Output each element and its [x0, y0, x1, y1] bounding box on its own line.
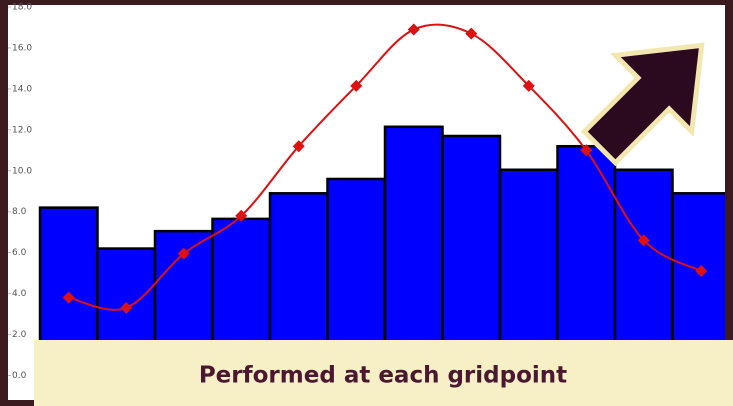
y-tick-label: 6.0	[12, 248, 27, 258]
bar	[556, 144, 617, 377]
line-marker	[407, 23, 420, 36]
bar	[383, 125, 444, 377]
line-marker	[580, 144, 593, 157]
caption-box	[34, 340, 733, 406]
bar	[441, 134, 502, 377]
y-tick-label: 18.0	[12, 3, 32, 13]
arrow-icon	[580, 42, 705, 167]
line-marker	[120, 301, 133, 314]
line-marker	[62, 291, 75, 304]
y-axis: 0.0 2.0 4.0 6.0 8.0 10.0 12.0 14.0 16.0 18.0	[8, 3, 32, 381]
y-tick-label: 16.0	[12, 43, 32, 53]
line-marker	[350, 79, 363, 92]
line-marker	[637, 234, 650, 247]
line-marker	[292, 140, 305, 153]
y-tick-label: 10.0	[12, 166, 32, 176]
line-marker	[235, 209, 248, 222]
line-series	[62, 23, 708, 314]
y-tick-label: 0.0	[12, 371, 27, 381]
line-marker	[177, 247, 190, 260]
line-marker	[465, 27, 478, 40]
y-tick-label: 12.0	[12, 125, 32, 135]
y-tick-label: 14.0	[12, 84, 32, 94]
line-marker	[522, 79, 535, 92]
y-tick-label: 2.0	[12, 330, 27, 340]
y-tick-label: 4.0	[12, 289, 27, 299]
y-tick-label: 8.0	[12, 207, 27, 217]
caption: Performed at each gridpoint	[199, 363, 567, 389]
line-marker	[695, 265, 708, 278]
